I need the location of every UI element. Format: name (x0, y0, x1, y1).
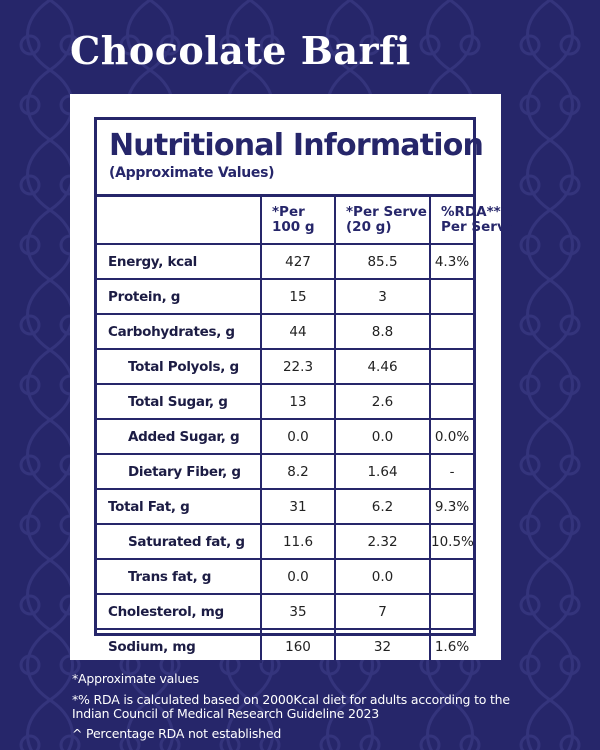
table-row: Total Sugar, g 13 2.6 (97, 383, 473, 419)
header-per-100g-line2: 100 g (272, 219, 315, 235)
value-per-serve: 3 (334, 278, 430, 314)
header-rda-line2: Per Serve (441, 219, 515, 235)
panel-subtitle: (Approximate Values) (109, 165, 275, 181)
nutrient-name: Sodium, mg (97, 628, 261, 663)
value-rda (429, 593, 473, 629)
nutrient-name: Cholesterol, mg (97, 593, 261, 629)
value-per-100g: 0.0 (260, 418, 335, 454)
value-rda (429, 313, 473, 349)
value-per-serve: 0.0 (334, 418, 430, 454)
table-row: Sodium, mg 160 32 1.6% (97, 628, 473, 663)
value-per-100g: 427 (260, 243, 335, 279)
nutrient-name: Energy, kcal (97, 243, 261, 279)
nutrient-name: Trans fat, g (97, 558, 261, 594)
table-row: Energy, kcal 427 85.5 4.3% (97, 243, 473, 279)
value-per-serve: 2.6 (334, 383, 430, 419)
header-per-serve: *Per Serve (20 g) (334, 197, 430, 244)
header-per-serve-line1: *Per Serve (346, 204, 427, 220)
value-per-serve: 7 (334, 593, 430, 629)
table-row: Dietary Fiber, g 8.2 1.64 - (97, 453, 473, 489)
value-rda: 4.3% (429, 243, 473, 279)
nutrient-name: Total Fat, g (97, 488, 261, 524)
table-row: Cholesterol, mg 35 7 (97, 593, 473, 629)
nutrition-label-card: Nutritional Information (Approximate Val… (70, 94, 515, 663)
value-rda (429, 348, 473, 384)
value-per-serve: 8.8 (334, 313, 430, 349)
value-rda: 1.6% (429, 628, 473, 663)
product-title: Chocolate Barfi (70, 28, 411, 73)
value-rda: 9.3% (429, 488, 473, 524)
nutrient-name: Added Sugar, g (97, 418, 261, 454)
footnote-approximate: *Approximate values (72, 671, 199, 686)
value-per-serve: 32 (334, 628, 430, 663)
nutrient-name: Carbohydrates, g (97, 313, 261, 349)
table-row: Saturated fat, g 11.6 2.32 10.5% (97, 523, 474, 559)
header-per-serve-line2: (20 g) (346, 219, 392, 235)
value-per-100g: 35 (260, 593, 335, 629)
header-nutrient (97, 197, 261, 244)
value-rda (429, 278, 473, 314)
value-per-serve: 0.0 (334, 558, 430, 594)
table-header-row: *Per 100 g *Per Serve (20 g) %RDA** Per Ser… (97, 197, 515, 244)
value-per-100g: 22.3 (260, 348, 335, 384)
nutrient-name: Total Sugar, g (97, 383, 261, 419)
nutrition-panel: Nutritional Information (Approximate Val… (94, 117, 515, 663)
footnote-not-established: ^ Percentage RDA not established (72, 726, 282, 741)
value-per-serve: 1.64 (334, 453, 430, 489)
nutrition-table: *Per 100 g *Per Serve (20 g) %RDA** Per Ser… (97, 197, 515, 663)
value-per-serve: 4.46 (334, 348, 430, 384)
panel-title: Nutritional Information (109, 128, 484, 163)
panel-header: Nutritional Information (Approximate Val… (97, 120, 484, 197)
header-per-100g-line1: *Per (272, 204, 305, 220)
table-row: Carbohydrates, g 44 8.8 (97, 313, 473, 349)
value-rda (429, 383, 473, 419)
value-per-100g: 11.6 (260, 523, 335, 559)
header-rda: %RDA** Per Serve (429, 197, 515, 244)
value-per-serve: 85.5 (334, 243, 430, 279)
value-rda: - (429, 453, 473, 489)
value-per-100g: 160 (260, 628, 335, 663)
header-per-100g: *Per 100 g (260, 197, 335, 244)
footnote-rda-line1: *% RDA is calculated based on 2000Kcal d… (72, 692, 510, 707)
nutrient-name: Saturated fat, g (97, 523, 261, 559)
value-per-100g: 13 (260, 383, 335, 419)
table-row: Trans fat, g 0.0 0.0 (97, 558, 473, 594)
value-per-100g: 0.0 (260, 558, 335, 594)
value-rda: 10.5% (429, 523, 474, 559)
table-row: Total Fat, g 31 6.2 9.3% (97, 488, 473, 524)
nutrient-name: Protein, g (97, 278, 261, 314)
value-per-100g: 15 (260, 278, 335, 314)
nutrient-name: Dietary Fiber, g (97, 453, 261, 489)
value-per-serve: 2.32 (334, 523, 430, 559)
value-per-serve: 6.2 (334, 488, 430, 524)
value-per-100g: 44 (260, 313, 335, 349)
header-rda-line1: %RDA** (441, 204, 501, 220)
table-row: Total Polyols, g 22.3 4.46 (97, 348, 473, 384)
value-rda: 0.0% (429, 418, 473, 454)
value-rda (429, 558, 473, 594)
value-per-100g: 31 (260, 488, 335, 524)
value-per-100g: 8.2 (260, 453, 335, 489)
footnote-rda-line2: Indian Council of Medical Research Guide… (72, 706, 380, 721)
table-row: Protein, g 15 3 (97, 278, 473, 314)
table-row: Added Sugar, g 0.0 0.0 0.0% (97, 418, 473, 454)
nutrient-name: Total Polyols, g (97, 348, 261, 384)
